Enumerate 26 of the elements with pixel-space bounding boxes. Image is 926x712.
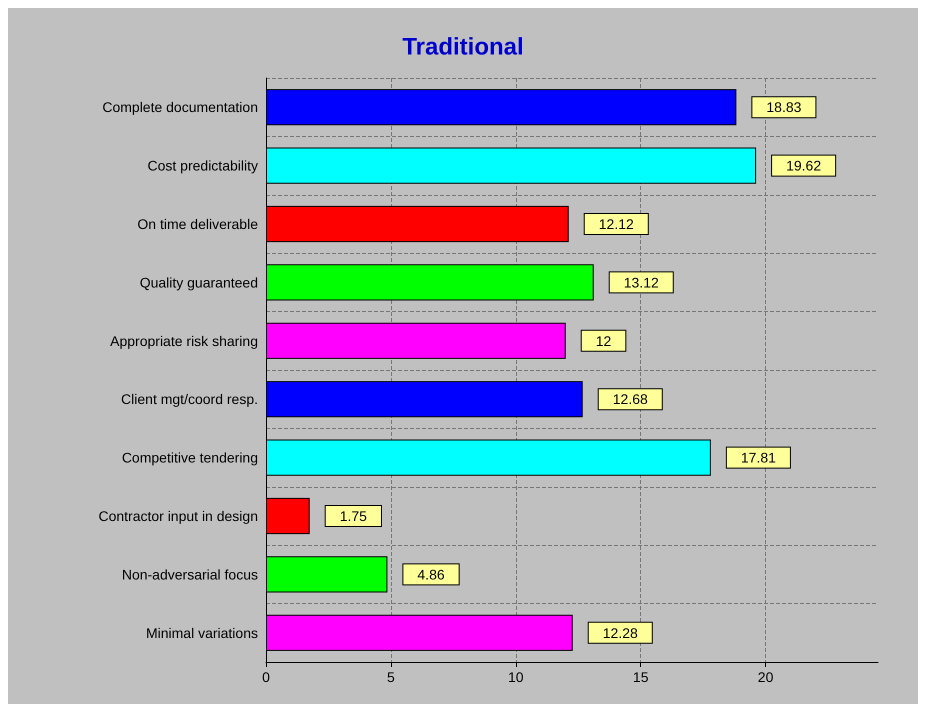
data-label: 18.83 <box>766 99 802 116</box>
data-label: 1.75 <box>340 508 368 524</box>
data-label: 19.62 <box>786 158 822 174</box>
data-label: 12.28 <box>602 624 638 641</box>
y-tick-label: Non-adversarial focus <box>122 566 258 582</box>
y-tick-label: Cost predictability <box>148 158 258 174</box>
x-tick-label: 20 <box>758 669 774 685</box>
y-tick-label: On time deliverable <box>137 216 258 232</box>
y-tick-label: Contractor input in design <box>98 508 258 524</box>
x-tick-label: 15 <box>632 669 649 685</box>
data-label: 12.68 <box>612 391 648 408</box>
data-label: 12.12 <box>598 216 634 232</box>
x-tick-label: 5 <box>387 669 395 685</box>
y-tick-label: Complete documentation <box>102 99 258 116</box>
y-tick-label: Competitive tendering <box>122 450 258 466</box>
y-tick-label: Quality guaranteed <box>140 274 258 290</box>
data-label: 13.12 <box>624 274 659 290</box>
y-tick-label: Client mgt/coord resp. <box>121 391 258 408</box>
y-tick-label: Appropriate risk sharing <box>110 332 258 349</box>
x-tick-label: 10 <box>508 669 524 685</box>
data-label: 4.86 <box>417 566 445 582</box>
x-tick-label: 0 <box>262 669 270 685</box>
data-label: 12 <box>596 332 612 349</box>
chart-title: Traditional <box>402 34 524 60</box>
y-tick-label: Minimal variations <box>146 624 258 641</box>
data-label: 17.81 <box>740 450 776 466</box>
